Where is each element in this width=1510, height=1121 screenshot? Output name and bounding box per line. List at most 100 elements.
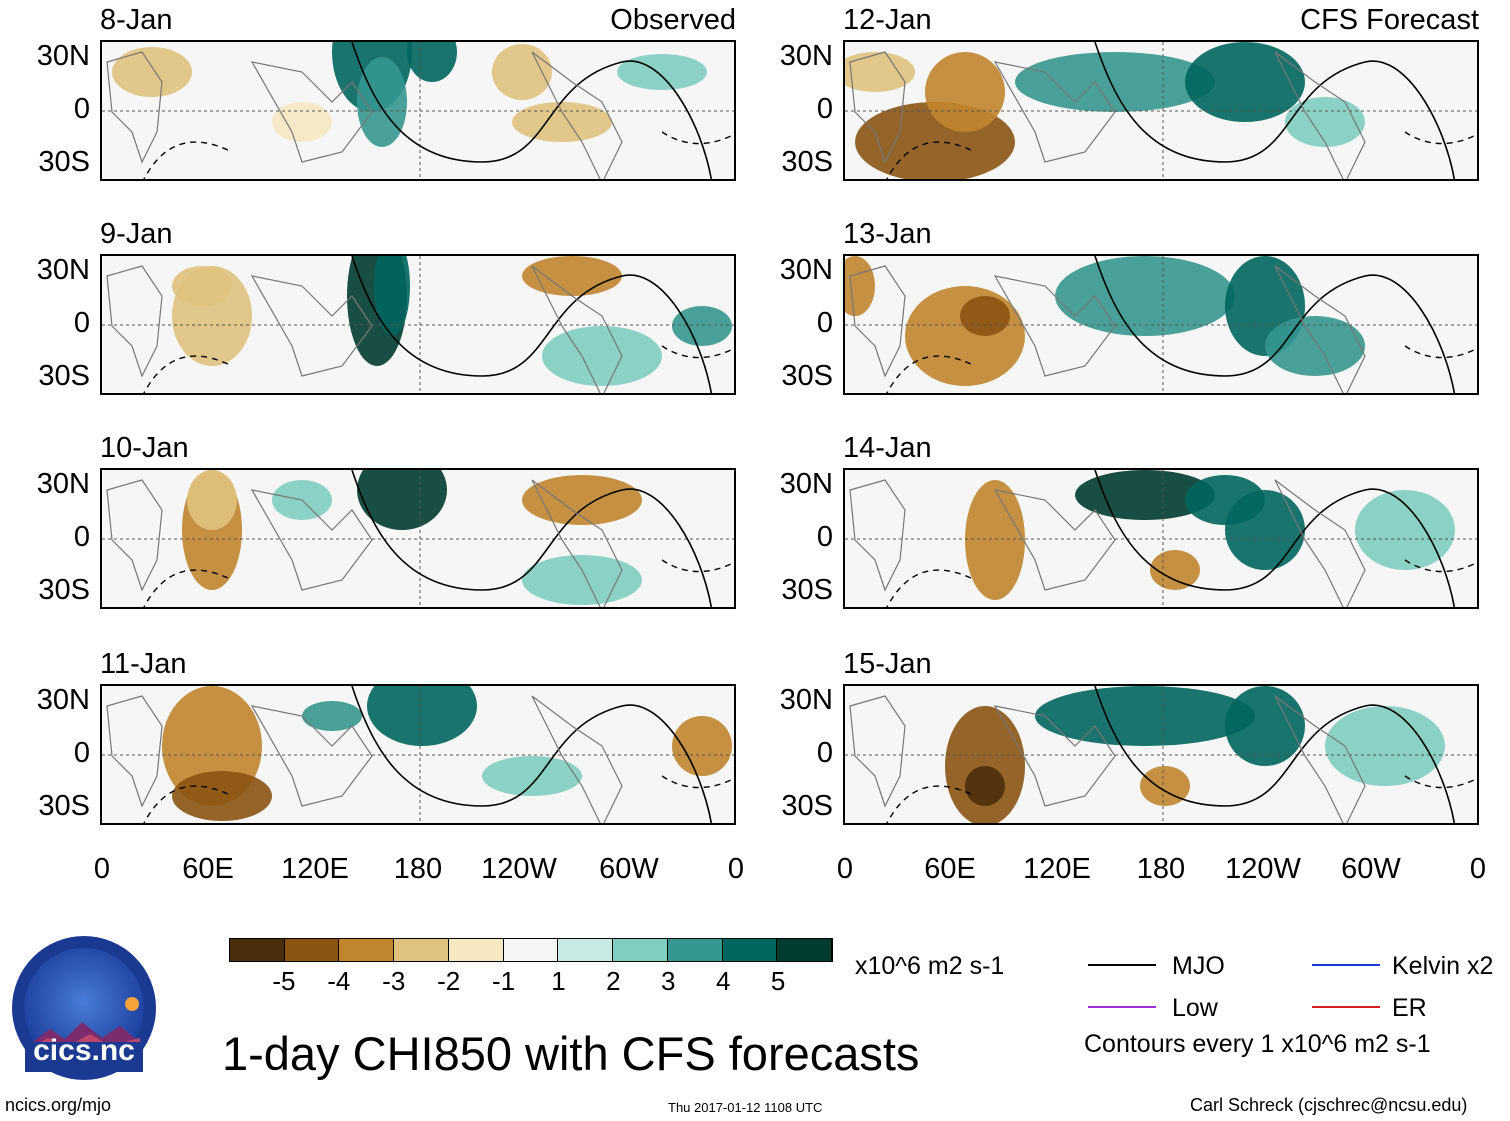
colorbar-swatch [722, 939, 778, 961]
negative-contour [886, 345, 1477, 393]
footer-url[interactable]: ncics.org/mjo [5, 1095, 112, 1115]
lat-label-1-2: 30S [38, 146, 90, 178]
lat-label-7-0: 30N [779, 468, 833, 500]
anomaly-blob [522, 475, 642, 525]
lon-label-right-180: 180 [1136, 853, 1186, 885]
mjo-contour [351, 256, 713, 393]
anomaly-blob [1355, 490, 1455, 570]
panel-date-4: 11-Jan [100, 648, 187, 680]
lon-label-right-120e: 120E [1023, 853, 1091, 885]
anomaly-blob [272, 102, 332, 142]
colorbar-swatch [448, 939, 504, 961]
colorbar-swatch [777, 939, 833, 961]
lon-label-left-120w: 120W [481, 853, 557, 885]
lat-label-5-1: 0 [816, 93, 833, 125]
lon-label-right-60e: 60E [924, 853, 976, 885]
anomaly-blob [1225, 490, 1305, 570]
lon-label-left-60w: 60W [599, 853, 659, 885]
lon-label-left-120e: 120E [281, 853, 349, 885]
lat-label-8-1: 0 [816, 737, 833, 769]
main-title: 1-day CHI850 with CFS forecasts [222, 1027, 920, 1080]
colorbar-tick-label: -5 [272, 966, 296, 996]
footer-credit: Carl Schreck (cjschrec@ncsu.edu) [1190, 1095, 1468, 1115]
lon-label-left-180: 180 [393, 853, 443, 885]
negative-contour [143, 559, 734, 607]
legend-kelvin-label: Kelvin x2 [1392, 952, 1494, 980]
anomaly-blob [845, 256, 875, 316]
panel-date-7: 14-Jan [843, 432, 932, 464]
colorbar-units: x10^6 m2 s-1 [855, 952, 1005, 980]
map-panel-1 [100, 40, 736, 181]
map-panel-2 [100, 254, 736, 395]
mjo-contour [351, 686, 713, 823]
lat-label-2-2: 30S [38, 360, 90, 392]
mjo-contour [351, 470, 713, 607]
lon-label-right-120w: 120W [1225, 853, 1301, 885]
anomaly-blob [617, 54, 707, 90]
anomaly-blob [1265, 316, 1365, 376]
anomaly-blob [1015, 52, 1215, 112]
legend-low-label: Low [1172, 994, 1218, 1022]
lat-label-2-1: 0 [73, 307, 90, 339]
colorbar-tick-label: 2 [606, 966, 621, 996]
anomaly-blob [1140, 766, 1190, 806]
cics-logo: cics.nc [10, 934, 158, 1082]
colorbar-swatch [667, 939, 723, 961]
footer-timestamp: Thu 2017-01-12 1108 UTC [668, 1100, 823, 1115]
anomaly-blob [482, 756, 582, 796]
lat-label-4-2: 30S [38, 790, 90, 822]
negative-contour [143, 775, 734, 823]
coastline [849, 265, 1366, 393]
lat-label-1-1: 0 [73, 93, 90, 125]
anomaly-blob [112, 47, 192, 97]
anomaly-blob [407, 42, 457, 82]
mjo-contour [1094, 42, 1456, 179]
negative-contour [886, 775, 1477, 823]
lat-label-4-1: 0 [73, 737, 90, 769]
anomaly-blob [1325, 706, 1445, 786]
forecast-label: CFS Forecast [1300, 4, 1479, 36]
anomaly-blob [357, 470, 447, 530]
lat-label-3-2: 30S [38, 574, 90, 606]
panel-date-5: 12-Jan [843, 4, 932, 36]
anomaly-blob [965, 480, 1025, 600]
lat-label-3-1: 0 [73, 521, 90, 553]
panel-date-3: 10-Jan [100, 432, 189, 464]
negative-contour [143, 345, 734, 393]
colorbar-swatch [558, 939, 614, 961]
lat-label-7-2: 30S [781, 574, 833, 606]
colorbar-tick-label: -4 [327, 966, 351, 996]
map-panel-8 [843, 684, 1479, 825]
contour-note: Contours every 1 x10^6 m2 s-1 [1084, 1030, 1431, 1058]
anomaly-blob [522, 555, 642, 605]
anomaly-blob [1055, 256, 1235, 336]
colorbar-tick-label: 3 [661, 966, 676, 996]
anomaly-blob [172, 266, 232, 306]
map-panel-4 [100, 684, 736, 825]
negative-contour [886, 559, 1477, 607]
lon-label-left-0: 0 [93, 853, 111, 885]
lat-label-6-1: 0 [816, 307, 833, 339]
lat-label-6-0: 30N [779, 254, 833, 286]
coastline [849, 695, 1366, 823]
colorbar-swatch [613, 939, 668, 961]
anomaly-blob [187, 470, 237, 530]
map-shading-3 [102, 470, 734, 607]
anomaly-blob [845, 52, 915, 92]
colorbar-tick-label: -1 [491, 966, 516, 996]
lat-label-4-0: 30N [36, 684, 90, 716]
panel-date-8: 15-Jan [843, 648, 932, 680]
map-panel-7 [843, 468, 1479, 609]
anomaly-blob [905, 286, 1025, 386]
map-panel-6 [843, 254, 1479, 395]
cics-logo-graphic [12, 936, 156, 1080]
anomaly-blob [965, 766, 1005, 806]
colorbar-swatch [339, 939, 395, 961]
anomaly-blob [672, 716, 732, 776]
lon-label-right-60w: 60W [1341, 853, 1401, 885]
map-shading-6 [845, 256, 1477, 393]
legend-er-label: ER [1392, 994, 1427, 1022]
lon-label-right-0: 0 [836, 853, 854, 885]
colorbar-tick-label: 5 [770, 966, 786, 996]
lat-label-5-2: 30S [781, 146, 833, 178]
